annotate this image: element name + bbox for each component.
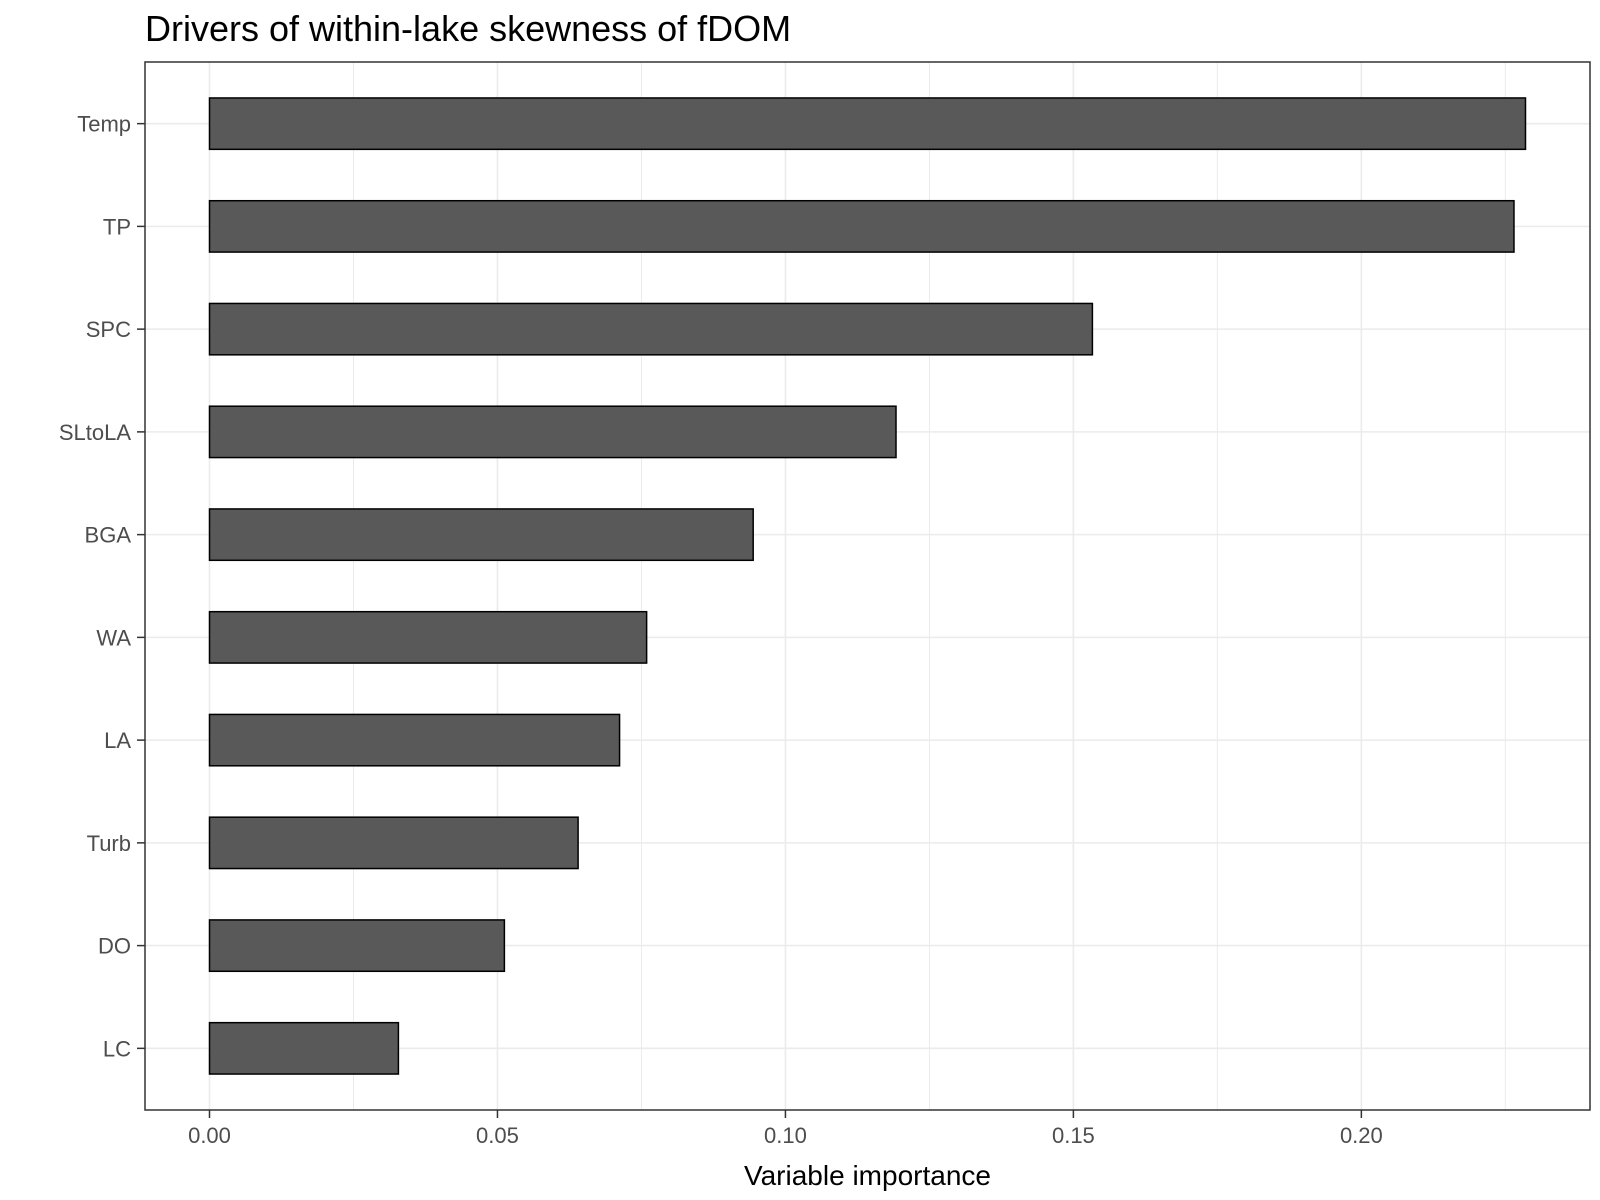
y-tick-label: DO xyxy=(98,934,131,959)
bars xyxy=(208,97,1527,1075)
x-tick-label: 0.20 xyxy=(1340,1123,1383,1148)
bar-do xyxy=(208,919,506,973)
y-tick-label: TP xyxy=(103,214,131,239)
bar-spc xyxy=(208,302,1094,356)
panel-border xyxy=(144,61,1591,1111)
y-tick-label: LA xyxy=(104,728,131,753)
y-axis: Temp TP SPC SLtoLA BGA WA LA Turb DO LC xyxy=(59,112,145,1061)
y-tick-label: WA xyxy=(96,625,131,650)
bar-la xyxy=(208,713,621,767)
y-tick-label: Temp xyxy=(77,112,131,137)
chart-title: Drivers of within-lake skewness of fDOM xyxy=(145,8,792,49)
x-tick-label: 0.15 xyxy=(1052,1123,1095,1148)
x-tick-label: 0.05 xyxy=(476,1123,519,1148)
x-tick-label: 0.00 xyxy=(188,1123,231,1148)
bar-temp xyxy=(208,97,1527,151)
bar-turb xyxy=(208,816,579,870)
x-axis-title: Variable importance xyxy=(744,1160,991,1191)
y-tick-label: BGA xyxy=(85,523,132,548)
bar-wa xyxy=(208,610,648,664)
x-axis: 0.00 0.05 0.10 0.15 0.20 xyxy=(188,1110,1383,1148)
bar-bga xyxy=(208,508,754,562)
y-tick-label: LC xyxy=(103,1036,131,1061)
y-tick-label: Turb xyxy=(87,831,131,856)
y-tick-label: SLtoLA xyxy=(59,420,131,445)
bar-sltola xyxy=(208,405,897,459)
bar-lc xyxy=(208,1021,400,1075)
x-tick-label: 0.10 xyxy=(764,1123,807,1148)
bar-tp xyxy=(208,199,1515,253)
y-tick-label: SPC xyxy=(86,317,131,342)
